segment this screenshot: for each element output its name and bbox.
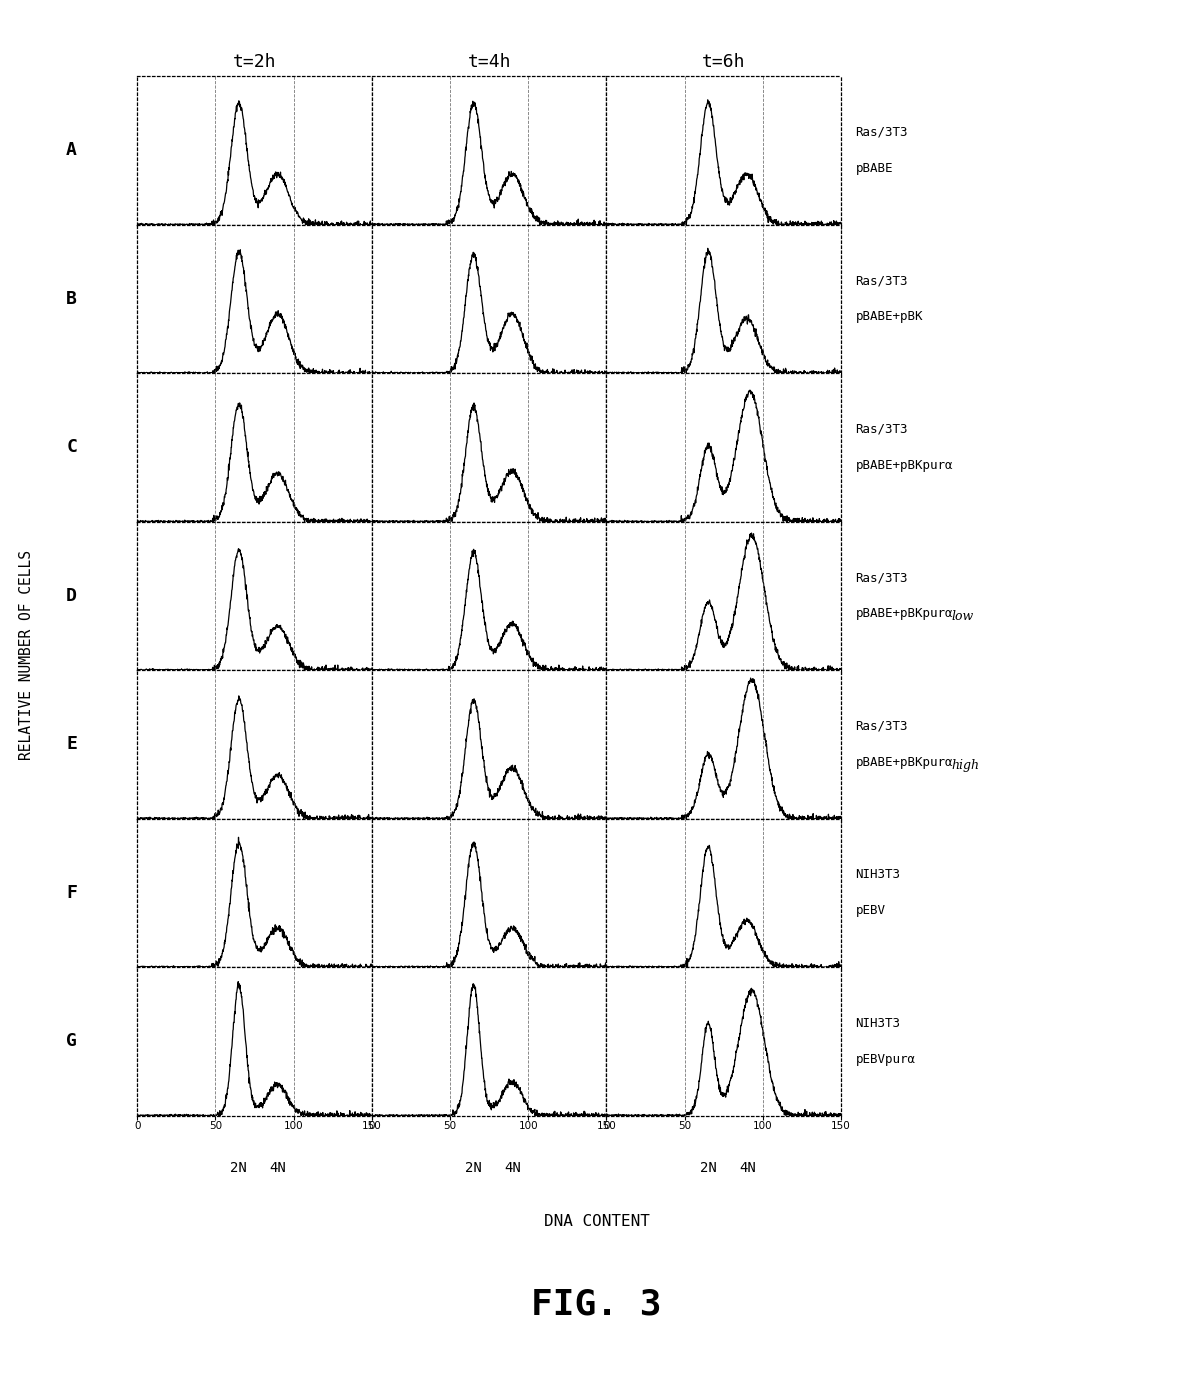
Text: Ras/3T3: Ras/3T3 xyxy=(855,423,908,437)
Text: Ras/3T3: Ras/3T3 xyxy=(855,719,908,733)
Text: pBABE+pBKpurα: pBABE+pBKpurα xyxy=(855,607,953,621)
Text: pEBVpurα: pEBVpurα xyxy=(855,1053,915,1066)
Text: low: low xyxy=(952,610,973,624)
Text: 4N: 4N xyxy=(270,1161,286,1175)
Text: 2N: 2N xyxy=(700,1161,717,1175)
Text: G: G xyxy=(66,1033,78,1051)
Text: 4N: 4N xyxy=(505,1161,521,1175)
Text: E: E xyxy=(66,736,78,754)
Text: t=4h: t=4h xyxy=(468,53,511,71)
Text: Ras/3T3: Ras/3T3 xyxy=(855,274,908,287)
Text: F: F xyxy=(66,884,78,902)
Text: B: B xyxy=(66,290,78,308)
Text: DNA CONTENT: DNA CONTENT xyxy=(544,1214,649,1228)
Text: Ras/3T3: Ras/3T3 xyxy=(855,126,908,139)
Text: 2N: 2N xyxy=(230,1161,247,1175)
Text: NIH3T3: NIH3T3 xyxy=(855,1017,901,1030)
Text: t=6h: t=6h xyxy=(701,53,746,71)
Text: 4N: 4N xyxy=(738,1161,755,1175)
Text: pBABE+pBKpurα: pBABE+pBKpurα xyxy=(855,755,953,769)
Text: 2N: 2N xyxy=(465,1161,482,1175)
Text: RELATIVE NUMBER OF CELLS: RELATIVE NUMBER OF CELLS xyxy=(19,550,33,760)
Text: pBABE+pBK: pBABE+pBK xyxy=(855,310,923,323)
Text: Ras/3T3: Ras/3T3 xyxy=(855,571,908,585)
Text: pBABE: pBABE xyxy=(855,162,892,175)
Text: t=2h: t=2h xyxy=(233,53,277,71)
Text: pBABE+pBKpurα: pBABE+pBKpurα xyxy=(855,459,953,473)
Text: A: A xyxy=(66,141,78,159)
Text: NIH3T3: NIH3T3 xyxy=(855,869,901,881)
Text: pEBV: pEBV xyxy=(855,905,885,918)
Text: D: D xyxy=(66,588,78,604)
Text: high: high xyxy=(952,758,979,772)
Text: C: C xyxy=(66,438,78,456)
Text: FIG. 3: FIG. 3 xyxy=(531,1288,662,1321)
